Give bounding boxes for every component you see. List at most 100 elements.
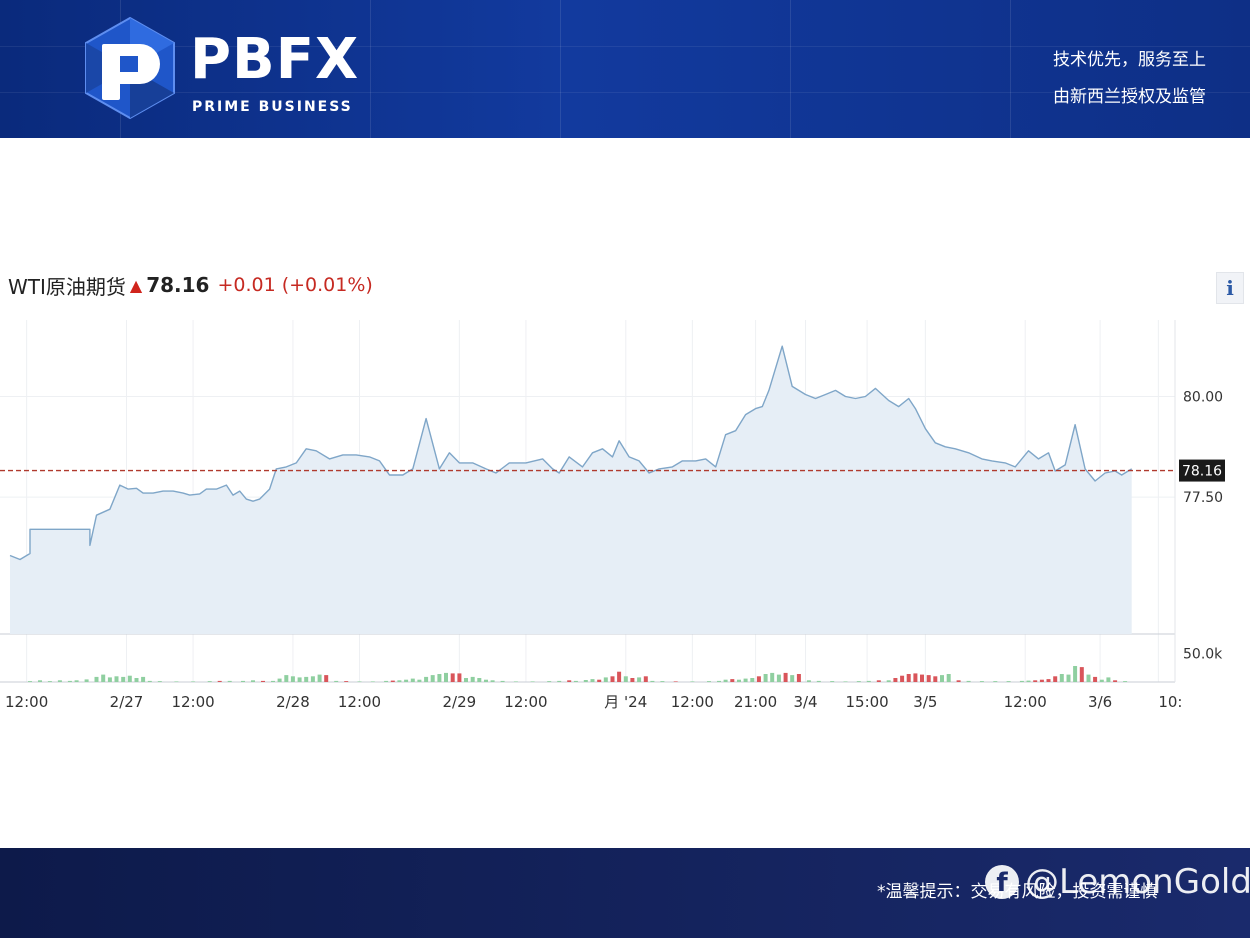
volume-bar xyxy=(926,675,931,682)
volume-bar xyxy=(1033,680,1038,682)
brand-subtitle: PRIME BUSINESS xyxy=(192,99,353,115)
volume-bar xyxy=(603,677,608,682)
volume-bar xyxy=(816,680,821,682)
volume-bar xyxy=(790,675,795,682)
volume-bar xyxy=(893,678,898,682)
volume-bar xyxy=(67,680,72,682)
volume-bar xyxy=(74,680,79,682)
banner-grid-line xyxy=(1010,0,1011,138)
volume-bar xyxy=(251,680,255,682)
volume-bar xyxy=(290,676,295,682)
pbfx-logo-icon xyxy=(85,16,175,120)
x-tick-label: 12:00 xyxy=(671,693,714,711)
volume-bar xyxy=(776,674,781,682)
volume-bar xyxy=(707,681,711,682)
volume-bar xyxy=(690,681,695,682)
volume-bar xyxy=(147,680,152,682)
info-button[interactable]: i xyxy=(1216,272,1244,304)
volume-bar xyxy=(913,673,918,682)
volume-bar xyxy=(121,676,126,682)
volume-bar xyxy=(933,676,938,682)
volume-bar xyxy=(310,676,315,682)
volume-bar xyxy=(643,676,648,682)
price-line xyxy=(9,345,1133,561)
volume-bar xyxy=(57,680,62,682)
x-tick-label: 15:00 xyxy=(845,693,888,711)
volume-bar xyxy=(141,676,146,682)
volume-bar xyxy=(567,680,572,682)
volume-bar xyxy=(843,681,848,682)
volume-bar xyxy=(450,673,455,682)
volume-bar xyxy=(134,678,139,682)
volume-bar xyxy=(397,680,402,682)
watermark-text: @LemonGold xyxy=(1025,862,1250,902)
volume-bar xyxy=(723,679,728,682)
volume-bar xyxy=(241,680,245,682)
volume-bar xyxy=(370,681,375,682)
volume-bar xyxy=(770,672,775,682)
volume-bar xyxy=(1059,674,1064,682)
volume-bar xyxy=(390,680,395,682)
volume-bar xyxy=(743,678,748,682)
slogan-line-1: 技术优先，服务至上 xyxy=(1053,50,1206,70)
volume-bar xyxy=(217,680,222,682)
volume-bar xyxy=(1123,681,1128,682)
volume-bar xyxy=(630,678,635,682)
volume-bar xyxy=(920,674,924,682)
volume-bar xyxy=(384,680,389,682)
volume-bar xyxy=(730,679,735,682)
volume-bar xyxy=(830,681,835,682)
volume-bar xyxy=(513,681,518,682)
x-tick-label: 3/6 xyxy=(1088,693,1112,711)
volume-bar xyxy=(783,672,788,682)
banner-grid-line xyxy=(790,0,791,138)
volume-bar xyxy=(424,676,429,682)
volume-bar xyxy=(993,681,998,682)
price-tick-label: 80.00 xyxy=(1183,389,1223,405)
volume-bar xyxy=(1006,681,1011,682)
volume-bar xyxy=(1106,677,1111,682)
banner-grid-line xyxy=(0,46,1250,47)
banner-grid-line xyxy=(0,92,1250,93)
volume-bar xyxy=(1026,680,1031,682)
volume-bar xyxy=(500,680,505,682)
volume-bar xyxy=(979,681,984,682)
volume-bar xyxy=(477,678,482,682)
x-tick-label: 12:00 xyxy=(5,693,48,711)
volume-bar xyxy=(737,679,741,682)
volume-bar xyxy=(444,672,448,682)
volume-bar xyxy=(673,681,678,682)
volume-tick-label: 50.0k xyxy=(1183,646,1223,662)
volume-bar xyxy=(464,678,468,682)
x-tick-label: 12:00 xyxy=(504,693,547,711)
volume-bar xyxy=(157,681,162,682)
volume-bar xyxy=(750,678,755,682)
price-area xyxy=(10,346,1132,634)
footer-banner xyxy=(0,848,1250,938)
last-price-label: 78.16 xyxy=(1182,464,1222,480)
volume-bar xyxy=(966,680,971,682)
volume-bar xyxy=(410,678,415,682)
volume-bar xyxy=(114,676,119,682)
volume-bar xyxy=(174,681,179,682)
volume-bar xyxy=(1099,679,1104,682)
brand-wordmark: PBFX xyxy=(190,27,360,92)
volume-bar xyxy=(856,681,861,682)
volume-bar xyxy=(94,676,99,682)
volume-bar xyxy=(344,681,349,682)
volume-bar xyxy=(866,680,871,682)
volume-bar xyxy=(617,671,622,682)
last-price: 78.16 xyxy=(146,273,210,297)
price-change-percent: (+0.01%) xyxy=(281,274,373,296)
volume-bar xyxy=(334,680,339,682)
volume-bar xyxy=(530,681,535,682)
volume-bar xyxy=(101,674,106,682)
volume-bar xyxy=(1079,667,1084,682)
volume-bar xyxy=(404,679,409,682)
volume-bar xyxy=(417,679,422,682)
volume-bar xyxy=(1066,674,1071,682)
volume-bar xyxy=(324,675,329,682)
volume-bar xyxy=(876,680,881,682)
up-arrow-icon: ▲ xyxy=(129,275,143,295)
volume-bar xyxy=(597,679,602,682)
